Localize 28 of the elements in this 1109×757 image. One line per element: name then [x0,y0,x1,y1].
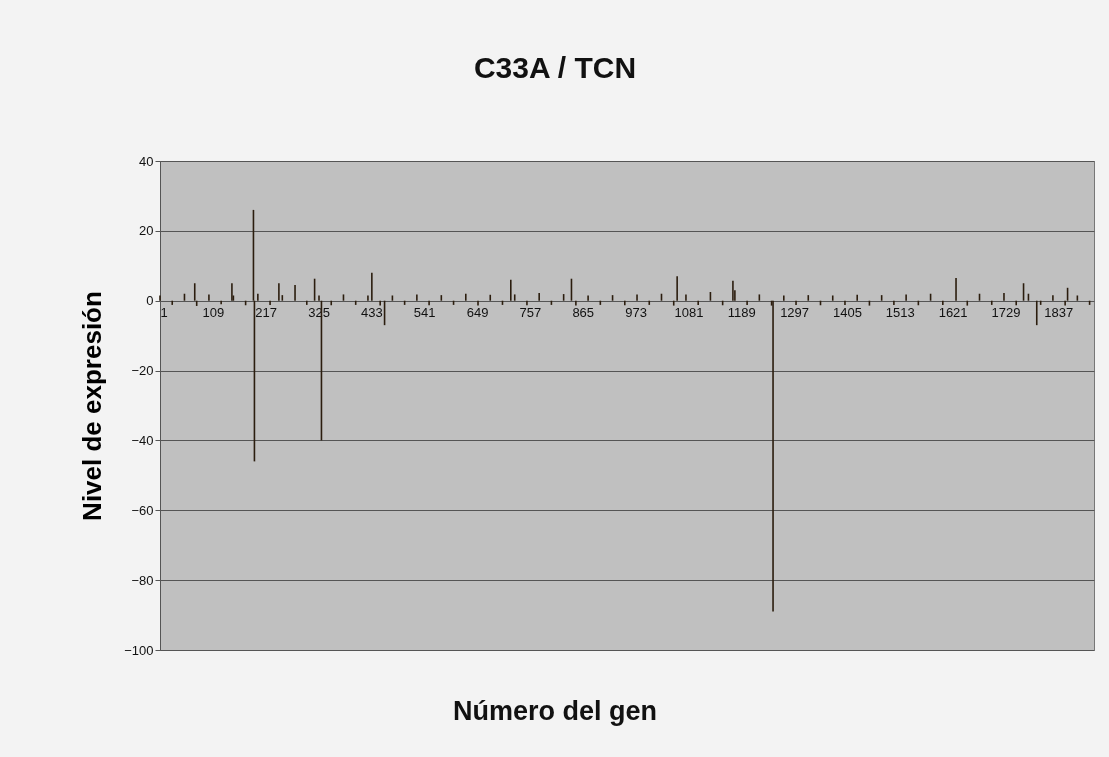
x-tick-label: 433 [361,305,383,321]
chart-title: C33A / TCN [473,51,637,84]
x-tick-label: 757 [519,305,542,321]
x-tick-label: 1729 [991,305,1021,321]
y-tick-label: 40 [139,153,154,169]
x-tick-label: 865 [572,305,595,321]
x-tick-label: 217 [255,305,278,321]
x-tick-label: 1405 [832,305,862,321]
x-tick-label: 541 [413,305,436,321]
x-tick-label: 1189 [727,305,756,321]
x-tick-label: 109 [202,305,225,321]
x-tick-label: 1621 [938,305,968,321]
x-tick-label: 973 [625,305,647,321]
y-tick-label: −40 [131,432,154,448]
x-tick-label: 1081 [674,305,704,321]
y-tick-label: −100 [124,642,154,658]
y-tick-label: −80 [131,572,154,588]
y-tick-label: 20 [139,223,154,239]
x-tick-label: 1837 [1044,305,1074,321]
x-axis-title: Número del gen [452,696,658,726]
x-tick-label: 649 [466,305,489,321]
y-tick-label: −60 [131,502,154,518]
y-axis-title: Nivel de expresión [77,291,108,521]
x-tick-label: 1513 [885,305,915,321]
y-tick-label: −20 [131,363,154,379]
y-tick-label: 0 [146,293,154,309]
x-tick-label: 1297 [780,305,810,321]
x-tick-label: 1 [160,305,168,321]
